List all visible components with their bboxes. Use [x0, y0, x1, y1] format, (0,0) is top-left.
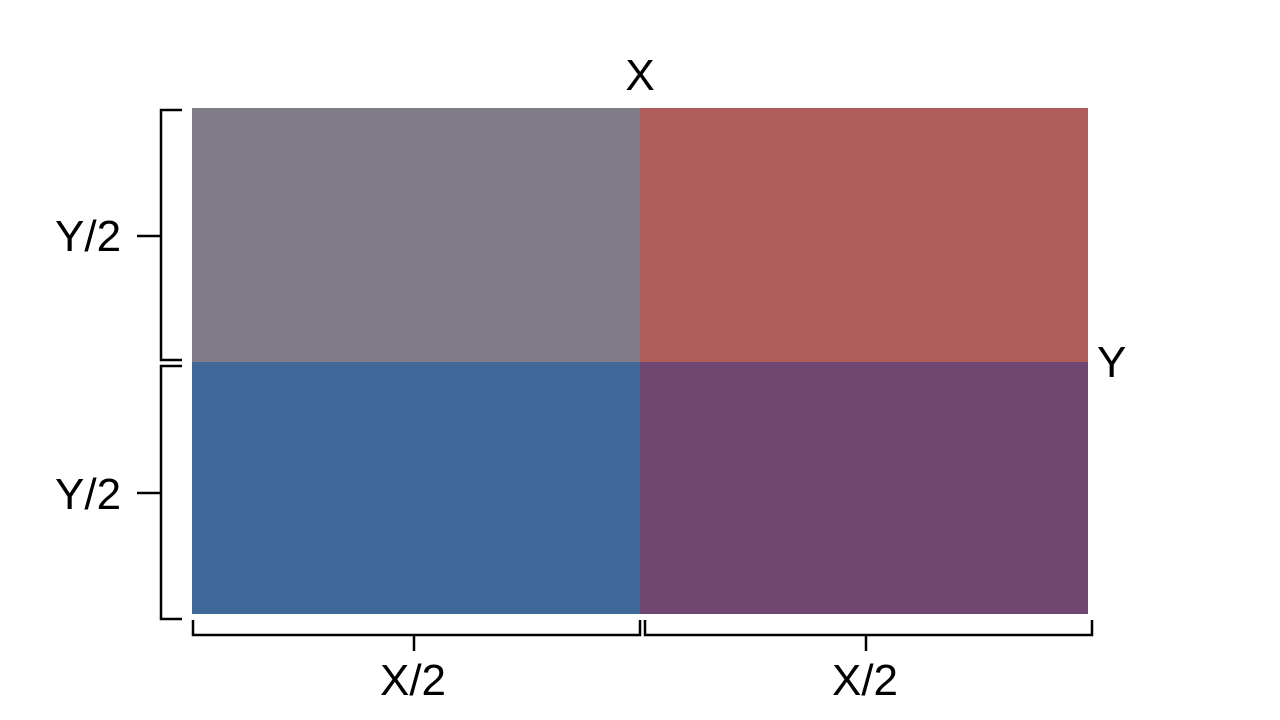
label-y-half-bottom: Y/2	[55, 470, 122, 519]
quadrant-bottom-left	[192, 362, 640, 614]
label-y-half-top: Y/2	[55, 212, 122, 261]
quadrant-top-right	[640, 108, 1088, 362]
label-x-half-left: X/2	[379, 656, 447, 705]
bracket-x-half-right	[643, 620, 1094, 651]
label-x-half-right: X/2	[831, 656, 899, 705]
label-y-total: Y	[1097, 338, 1127, 387]
label-x-total: X	[625, 51, 655, 100]
quadrant-bottom-right	[640, 362, 1088, 614]
quadrant-top-left	[192, 108, 640, 362]
bracket-y-half-top	[137, 108, 182, 362]
bracket-y-half-bottom	[137, 364, 182, 621]
bracket-x-half-left	[191, 620, 642, 651]
